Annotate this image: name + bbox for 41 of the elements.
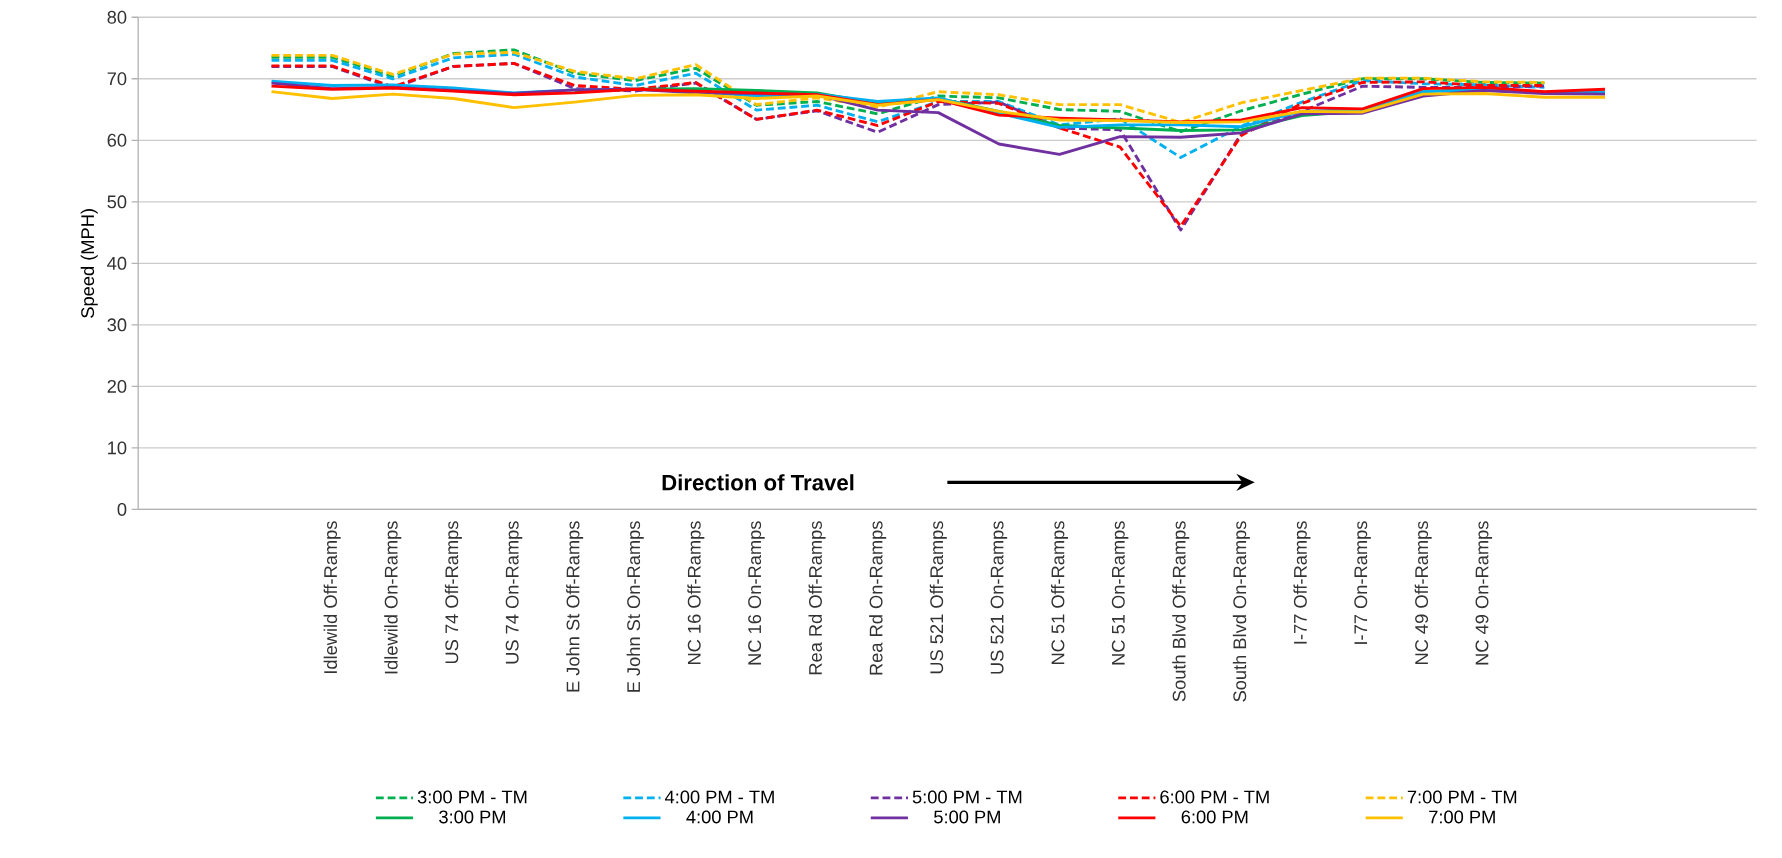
x-tick-label: NC 16 On-Ramps [748, 521, 765, 665]
legend-label: 5:00 PM [934, 810, 1000, 824]
x-tick-label: I-77 On-Ramps [1354, 521, 1371, 644]
legend-label: 3:00 PM [439, 810, 506, 824]
legend-label: 7:00 PM [1429, 810, 1495, 824]
legend-label: 6:00 PM - TM [1160, 790, 1269, 804]
x-tick-label: E John St On-Ramps [626, 521, 644, 692]
y-tick-label: 0 [117, 502, 127, 516]
x-tick-label: Rea Rd On-Ramps [869, 521, 887, 675]
y-tick-label: 50 [107, 195, 127, 209]
y-tick-label: 20 [107, 379, 127, 393]
x-tick-label: South Blvd Off-Ramps [1172, 521, 1190, 702]
y-tick-label: 10 [108, 441, 127, 455]
legend-label: 4:00 PM - TM [664, 790, 774, 804]
legend-label: 4:00 PM [686, 810, 753, 824]
x-tick-label: E John St Off-Ramps [566, 521, 584, 692]
legend-label: 3:00 PM - TM [417, 790, 527, 804]
x-tick-label: I-77 Off-Ramps [1293, 521, 1311, 644]
y-tick-label: 70 [107, 72, 127, 86]
annotation: Direction of Travel [662, 474, 854, 491]
y-tick-label: 80 [107, 10, 127, 24]
x-tick-label: NC 51 Off-Ramps [1050, 521, 1069, 664]
x-tick-label: South Blvd On-Ramps [1232, 521, 1250, 702]
x-tick-label: US 74 On-Ramps [505, 521, 523, 664]
y-tick-label: 40 [107, 256, 127, 270]
x-tick-label: US 521 On-Ramps [990, 521, 1008, 674]
x-tick-label: NC 16 Off-Ramps [687, 521, 705, 664]
x-tick-label: US 521 Off-Ramps [929, 521, 947, 674]
x-tick-label: NC 51 On-Ramps [1111, 521, 1129, 665]
x-tick-label: Idlewild Off-Ramps [323, 521, 341, 673]
y-tick-label: 60 [107, 133, 127, 147]
x-tick-label: Rea Rd Off-Ramps [808, 521, 826, 675]
legend-label: 6:00 PM [1181, 810, 1248, 824]
legend-label: 5:00 PM - TM [912, 790, 1022, 804]
x-tick-label: Idlewild On-Ramps [384, 521, 402, 674]
y-axis-title: Speed (MPH) [80, 209, 98, 318]
x-tick-label: NC 49 Off-Ramps [1414, 521, 1432, 664]
x-tick-label: US 74 Off-Ramps [444, 521, 462, 664]
legend-label: 7:00 PM - TM [1407, 790, 1517, 804]
x-tick-label: NC 49 On-Ramps [1475, 521, 1493, 665]
y-tick-label: 30 [107, 318, 127, 332]
